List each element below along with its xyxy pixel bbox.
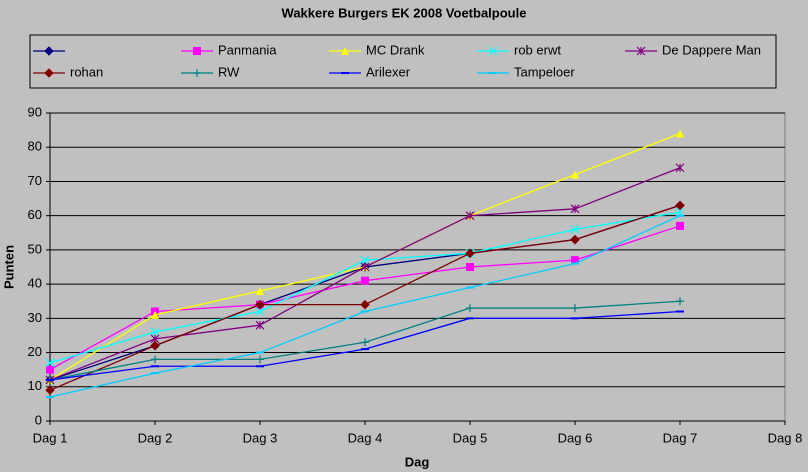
data-point — [360, 262, 370, 272]
y-axis-label: Punten — [1, 245, 16, 289]
legend-label: De Dappere Man — [662, 42, 761, 57]
x-tick-label: Dag 7 — [663, 430, 698, 445]
data-point — [255, 307, 265, 316]
y-tick-label: 50 — [28, 241, 42, 256]
legend-marker — [193, 69, 201, 77]
data-point — [46, 365, 54, 374]
x-tick-label: Dag 4 — [348, 430, 383, 445]
x-tick-label: Dag 3 — [243, 430, 278, 445]
data-point — [676, 129, 684, 138]
legend-label: Panmania — [218, 42, 277, 57]
data-point — [151, 355, 159, 364]
data-point — [570, 234, 580, 245]
data-point — [45, 385, 55, 395]
legend-label: Arilexer — [366, 64, 411, 79]
data-point — [675, 200, 685, 211]
x-tick-label: Dag 5 — [453, 430, 488, 445]
data-point — [571, 256, 579, 265]
plot-area — [49, 112, 786, 422]
y-tick-label: 90 — [28, 104, 42, 119]
legend-box — [29, 34, 777, 89]
data-point — [675, 163, 685, 173]
data-point — [360, 255, 370, 265]
legend-marker — [488, 46, 498, 56]
y-tick-label: 10 — [28, 378, 42, 393]
data-point — [150, 327, 160, 337]
y-tick-label: 40 — [28, 276, 42, 291]
legend-marker — [193, 47, 201, 55]
data-point — [361, 338, 369, 347]
legend-marker — [341, 47, 349, 55]
data-point — [361, 276, 369, 285]
data-point — [570, 224, 580, 234]
data-point — [256, 286, 264, 295]
data-point — [571, 170, 579, 179]
chart-title: Wakkere Burgers EK 2008 Voetbalpoule — [282, 5, 527, 20]
data-point — [570, 204, 580, 214]
x-tick-label: Dag 8 — [768, 430, 803, 445]
data-point — [360, 299, 370, 310]
legend-label: MC Drank — [366, 42, 425, 57]
data-point — [150, 341, 160, 351]
legend-marker — [44, 68, 54, 78]
data-point — [465, 248, 475, 259]
data-point — [255, 320, 265, 330]
x-tick-label: Dag 2 — [138, 430, 173, 445]
y-tick-label: 30 — [28, 310, 42, 325]
data-point — [151, 310, 159, 319]
legend-label: rohan — [70, 64, 103, 79]
data-point — [45, 358, 55, 368]
y-tick-label: 80 — [28, 139, 42, 154]
data-point — [256, 355, 264, 364]
data-point — [466, 304, 474, 313]
data-point — [255, 299, 265, 310]
y-tick-label: 20 — [28, 344, 42, 359]
legend-label: RW — [218, 64, 240, 79]
data-point — [676, 221, 684, 230]
y-tick-label: 0 — [35, 412, 42, 427]
x-axis-label: Dag — [405, 454, 430, 469]
y-tick-label: 60 — [28, 207, 42, 222]
data-point — [676, 297, 684, 306]
data-point — [571, 304, 579, 313]
data-point — [465, 211, 475, 221]
legend-label: Tampeloer — [514, 64, 575, 79]
x-tick-label: Dag 6 — [558, 430, 593, 445]
legend-marker — [636, 46, 646, 56]
legend-marker — [44, 46, 54, 56]
legend-label: rob erwt — [514, 42, 561, 57]
y-tick-label: 70 — [28, 173, 42, 188]
x-tick-label: Dag 1 — [33, 430, 68, 445]
data-point — [466, 263, 474, 271]
